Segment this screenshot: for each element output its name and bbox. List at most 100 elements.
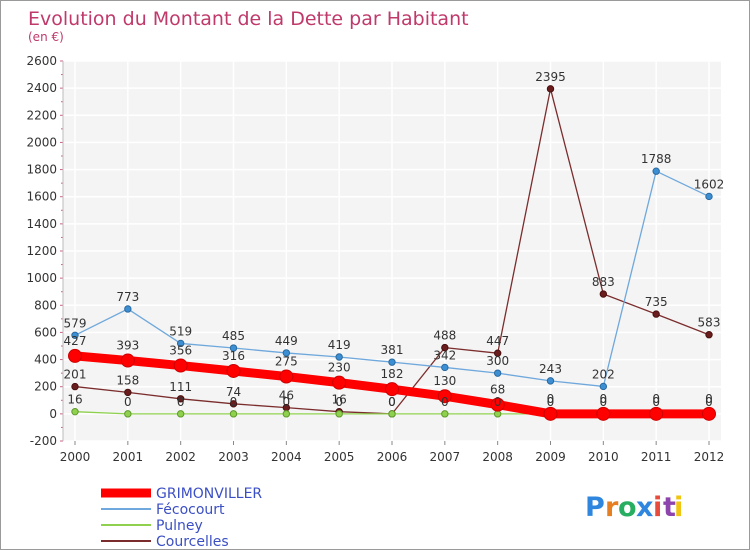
data-point — [388, 410, 396, 418]
data-point — [493, 349, 502, 357]
data-point — [176, 395, 185, 403]
data-point — [599, 382, 608, 391]
x-tick-label: 2002 — [165, 450, 196, 464]
data-point — [437, 389, 452, 404]
data-point — [599, 290, 608, 298]
data-point — [335, 353, 343, 361]
data-label: 2395 — [535, 70, 566, 84]
data-point — [652, 310, 660, 318]
logo-letter: r — [605, 492, 619, 523]
data-label: 356 — [169, 344, 192, 358]
data-point — [226, 363, 241, 378]
data-point — [71, 407, 79, 416]
logo-letter: o — [618, 492, 637, 523]
x-tick-label: 2000 — [60, 450, 91, 464]
data-point — [124, 305, 132, 313]
y-tick-label: 2600 — [26, 54, 57, 68]
data-label: 0 — [494, 395, 502, 409]
data-label: 230 — [328, 361, 351, 375]
data-point — [282, 410, 291, 418]
y-tick-label: 1800 — [26, 163, 57, 177]
logo-letter: i — [674, 492, 683, 523]
y-tick-label: 200 — [34, 380, 57, 394]
data-point — [173, 358, 188, 373]
x-tick-label: 2012 — [694, 450, 725, 464]
data-label: 243 — [539, 362, 562, 376]
data-label: 316 — [222, 349, 245, 363]
data-point — [229, 410, 238, 418]
chart-subtitle: (en €) — [28, 30, 64, 44]
data-label: 275 — [275, 355, 298, 369]
data-point — [441, 343, 449, 352]
x-tick-label: 2005 — [324, 450, 355, 464]
data-point — [705, 192, 713, 201]
legend-label: GRIMONVILLER — [156, 486, 262, 502]
data-label: 0 — [705, 392, 713, 406]
data-label: 449 — [275, 334, 298, 348]
data-label: 0 — [388, 395, 396, 409]
data-point — [441, 363, 449, 372]
data-label: 342 — [433, 348, 456, 362]
data-label: 0 — [335, 395, 343, 409]
data-label: 0 — [283, 395, 291, 409]
data-label: 68 — [490, 383, 505, 397]
data-point — [120, 353, 135, 368]
logo-letter: i — [653, 492, 662, 523]
chart-title: Evolution du Montant de la Dette par Hab… — [28, 8, 469, 30]
data-label: 381 — [381, 343, 404, 357]
data-label: 0 — [600, 392, 608, 406]
data-label: 202 — [592, 367, 615, 381]
data-label: 0 — [705, 395, 713, 409]
data-label: 485 — [222, 329, 245, 343]
data-point — [282, 349, 291, 357]
data-point — [229, 400, 238, 408]
y-tick-label: 800 — [34, 298, 57, 312]
x-tick-label: 2011 — [641, 450, 672, 464]
data-point — [649, 406, 664, 421]
x-tick-label: 2003 — [218, 450, 249, 464]
data-point — [176, 410, 185, 418]
data-point — [596, 406, 611, 421]
x-tick-label: 2001 — [113, 450, 144, 464]
y-tick-label: 2000 — [26, 135, 57, 149]
data-label: 300 — [486, 354, 509, 368]
x-tick-label: 2006 — [377, 450, 408, 464]
y-tick-label: 2200 — [26, 108, 57, 122]
data-point — [124, 388, 132, 397]
data-point — [546, 85, 555, 93]
data-label: 427 — [64, 334, 87, 348]
data-label: 0 — [441, 395, 449, 409]
axes: -200020040060080010001200140016001800200… — [26, 54, 724, 464]
data-label: 519 — [169, 324, 192, 338]
y-tick-label: 400 — [34, 353, 57, 367]
data-point — [71, 382, 79, 391]
data-point — [332, 375, 347, 390]
series-layer — [68, 85, 716, 421]
data-label: 488 — [433, 329, 456, 343]
legend-label: Courcelles — [156, 534, 229, 549]
data-label: 579 — [64, 316, 87, 330]
data-point — [124, 410, 132, 418]
data-label: 735 — [645, 295, 668, 309]
y-tick-label: 1200 — [26, 244, 57, 258]
data-label: 16 — [67, 393, 82, 407]
data-point — [279, 369, 294, 384]
y-tick-label: 1600 — [26, 190, 57, 204]
logo-letter: P — [585, 492, 605, 523]
data-point — [493, 369, 502, 377]
data-label: 0 — [388, 395, 396, 409]
data-label: 0 — [124, 395, 132, 409]
data-label: 883 — [592, 275, 615, 289]
data-label: 0 — [652, 392, 660, 406]
data-label: 0 — [547, 392, 555, 406]
data-label: 0 — [652, 395, 660, 409]
data-label: 393 — [116, 339, 139, 353]
data-point — [543, 406, 558, 421]
x-tick-label: 2009 — [535, 450, 566, 464]
data-label: 201 — [64, 368, 87, 382]
x-tick-label: 2010 — [588, 450, 619, 464]
